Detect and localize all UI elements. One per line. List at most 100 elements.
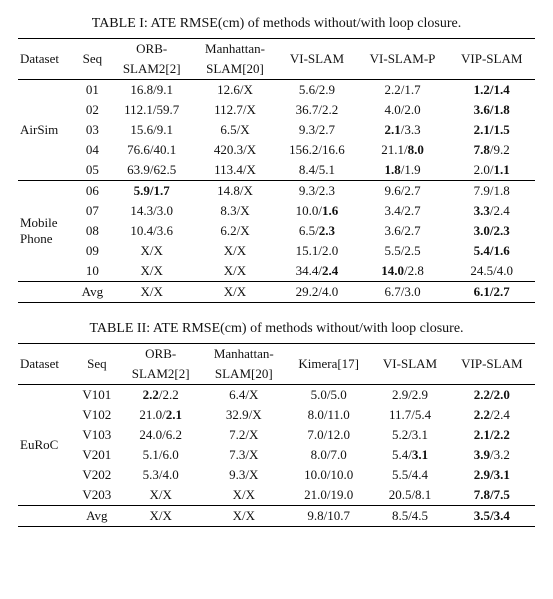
value-cell: 6.2/X bbox=[193, 221, 278, 241]
table-row: AirSim0116.8/9.112.6/X5.6/2.92.2/1.71.2/… bbox=[18, 80, 535, 100]
col-seq: Seq bbox=[74, 39, 111, 80]
value-cell: 10.0/10.0 bbox=[286, 465, 371, 485]
value-cell: 2.2/1.7 bbox=[357, 80, 449, 100]
avg-empty bbox=[18, 506, 74, 527]
table1: Dataset Seq ORB- Manhattan- VI-SLAM VI-S… bbox=[18, 38, 535, 303]
col-vipslam: VIP-SLAM bbox=[448, 39, 535, 80]
seq-cell: V103 bbox=[74, 425, 120, 445]
value-cell: 3.4/2.7 bbox=[357, 201, 449, 221]
value-cell: 5.2/3.1 bbox=[371, 425, 448, 445]
value-cell: X/X bbox=[111, 261, 193, 282]
value-cell: 8.3/X bbox=[193, 201, 278, 221]
avg-row: AvgX/XX/X9.8/10.78.5/4.53.5/3.4 bbox=[18, 506, 535, 527]
col-manhattan-a: Manhattan- bbox=[202, 344, 286, 364]
value-cell: 9.3/X bbox=[202, 465, 286, 485]
col-manhattan-b: SLAM[20] bbox=[193, 59, 278, 80]
seq-cell: 09 bbox=[74, 241, 111, 261]
table-row: V10221.0/2.132.9/X8.0/11.011.7/5.42.2/2.… bbox=[18, 405, 535, 425]
table-row: V2015.1/6.07.3/X8.0/7.05.4/3.13.9/3.2 bbox=[18, 445, 535, 465]
value-cell: 7.0/12.0 bbox=[286, 425, 371, 445]
value-cell: X/X bbox=[120, 506, 202, 527]
value-cell: 2.1/3.3 bbox=[357, 120, 449, 140]
value-cell: 5.9/1.7 bbox=[111, 181, 193, 201]
seq-cell: 08 bbox=[74, 221, 111, 241]
value-cell: X/X bbox=[202, 485, 286, 506]
value-cell: 7.2/X bbox=[202, 425, 286, 445]
col-kimera: Kimera[17] bbox=[286, 344, 371, 385]
value-cell: 3.6/2.7 bbox=[357, 221, 449, 241]
value-cell: 2.9/3.1 bbox=[449, 465, 535, 485]
value-cell: 5.0/5.0 bbox=[286, 385, 371, 405]
value-cell: 9.3/2.7 bbox=[277, 120, 356, 140]
dataset-cell: AirSim bbox=[18, 80, 74, 181]
value-cell: 420.3/X bbox=[193, 140, 278, 160]
value-cell: 9.8/10.7 bbox=[286, 506, 371, 527]
seq-cell: V102 bbox=[74, 405, 120, 425]
col-dataset: Dataset bbox=[18, 344, 74, 385]
value-cell: 7.3/X bbox=[202, 445, 286, 465]
avg-empty bbox=[18, 282, 74, 303]
value-cell: 8.0/11.0 bbox=[286, 405, 371, 425]
table-row: 0315.6/9.16.5/X9.3/2.72.1/3.32.1/1.5 bbox=[18, 120, 535, 140]
avg-label: Avg bbox=[74, 506, 120, 527]
value-cell: 2.2/2.4 bbox=[449, 405, 535, 425]
value-cell: 8.4/5.1 bbox=[277, 160, 356, 181]
value-cell: 21.1/8.0 bbox=[357, 140, 449, 160]
value-cell: 24.5/4.0 bbox=[448, 261, 535, 282]
value-cell: X/X bbox=[111, 282, 193, 303]
col-vislam: VI-SLAM bbox=[277, 39, 356, 80]
value-cell: 8.0/7.0 bbox=[286, 445, 371, 465]
value-cell: 2.2/2.2 bbox=[120, 385, 202, 405]
table-row: V10324.0/6.27.2/X7.0/12.05.2/3.12.1/2.2 bbox=[18, 425, 535, 445]
value-cell: 7.8/9.2 bbox=[448, 140, 535, 160]
value-cell: 6.7/3.0 bbox=[357, 282, 449, 303]
table-row: V2025.3/4.09.3/X10.0/10.05.5/4.42.9/3.1 bbox=[18, 465, 535, 485]
dataset-cell: MobilePhone bbox=[18, 181, 74, 282]
value-cell: 32.9/X bbox=[202, 405, 286, 425]
table2: Dataset Seq ORB- Manhattan- Kimera[17] V… bbox=[18, 343, 535, 527]
col-orb-b: SLAM2[2] bbox=[111, 59, 193, 80]
value-cell: 6.4/X bbox=[202, 385, 286, 405]
table-row: 02112.1/59.7112.7/X36.7/2.24.0/2.03.6/1.… bbox=[18, 100, 535, 120]
value-cell: 8.5/4.5 bbox=[371, 506, 448, 527]
value-cell: 7.9/1.8 bbox=[448, 181, 535, 201]
value-cell: 9.3/2.3 bbox=[277, 181, 356, 201]
table1-caption: TABLE I: ATE RMSE(cm) of methods without… bbox=[18, 16, 535, 32]
value-cell: 5.4/3.1 bbox=[371, 445, 448, 465]
avg-row: AvgX/XX/X29.2/4.06.7/3.06.1/2.7 bbox=[18, 282, 535, 303]
value-cell: 21.0/2.1 bbox=[120, 405, 202, 425]
value-cell: 34.4/2.4 bbox=[277, 261, 356, 282]
col-orb-b: SLAM2[2] bbox=[120, 364, 202, 385]
col-seq: Seq bbox=[74, 344, 120, 385]
value-cell: 2.0/1.1 bbox=[448, 160, 535, 181]
value-cell: 2.1/2.2 bbox=[449, 425, 535, 445]
value-cell: 16.8/9.1 bbox=[111, 80, 193, 100]
col-manhattan-a: Manhattan- bbox=[193, 39, 278, 59]
col-dataset: Dataset bbox=[18, 39, 74, 80]
value-cell: 5.1/6.0 bbox=[120, 445, 202, 465]
seq-cell: 02 bbox=[74, 100, 111, 120]
value-cell: 1.2/1.4 bbox=[448, 80, 535, 100]
value-cell: 4.0/2.0 bbox=[357, 100, 449, 120]
table-row: 10X/XX/X34.4/2.414.0/2.824.5/4.0 bbox=[18, 261, 535, 282]
value-cell: 112.1/59.7 bbox=[111, 100, 193, 120]
value-cell: 6.1/2.7 bbox=[448, 282, 535, 303]
table-row: MobilePhone065.9/1.714.8/X9.3/2.39.6/2.7… bbox=[18, 181, 535, 201]
seq-cell: 05 bbox=[74, 160, 111, 181]
value-cell: 3.9/3.2 bbox=[449, 445, 535, 465]
value-cell: X/X bbox=[193, 282, 278, 303]
value-cell: 3.6/1.8 bbox=[448, 100, 535, 120]
seq-cell: V202 bbox=[74, 465, 120, 485]
seq-cell: 06 bbox=[74, 181, 111, 201]
value-cell: 3.0/2.3 bbox=[448, 221, 535, 241]
seq-cell: 01 bbox=[74, 80, 111, 100]
col-manhattan-b: SLAM[20] bbox=[202, 364, 286, 385]
value-cell: 9.6/2.7 bbox=[357, 181, 449, 201]
dataset-cell: EuRoC bbox=[18, 385, 74, 506]
table-row: 09X/XX/X15.1/2.05.5/2.55.4/1.6 bbox=[18, 241, 535, 261]
value-cell: 3.5/3.4 bbox=[449, 506, 535, 527]
value-cell: 11.7/5.4 bbox=[371, 405, 448, 425]
value-cell: 20.5/8.1 bbox=[371, 485, 448, 506]
value-cell: 14.3/3.0 bbox=[111, 201, 193, 221]
value-cell: 21.0/19.0 bbox=[286, 485, 371, 506]
